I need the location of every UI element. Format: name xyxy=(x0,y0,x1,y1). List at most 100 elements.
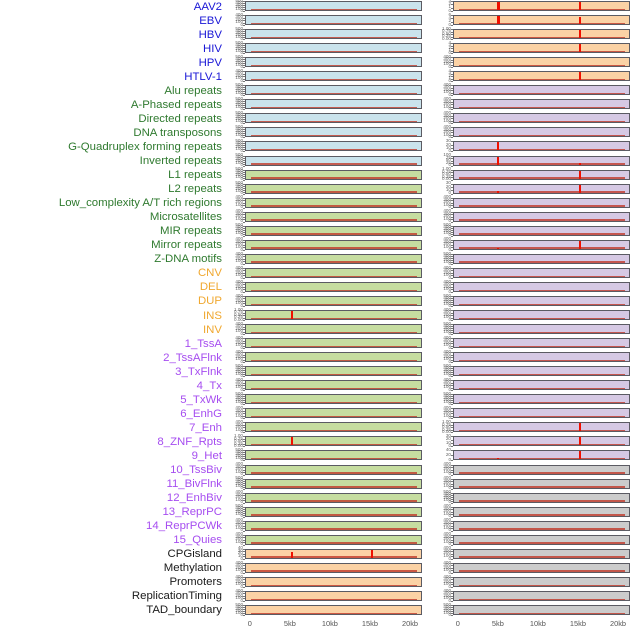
y-tick-label: 300 xyxy=(235,366,243,372)
y-tick-label: 100 xyxy=(235,483,243,489)
baseline xyxy=(250,247,418,249)
baseline xyxy=(458,317,626,320)
y-tick-label: 20 xyxy=(445,141,451,147)
y-tick-mark xyxy=(451,216,453,218)
y-tick-mark xyxy=(243,482,245,484)
y-axis-ticks: 0 100 200 300 400 xyxy=(432,532,453,548)
y-tick-mark xyxy=(451,415,453,417)
y-tick-label: 1 xyxy=(448,75,451,81)
baseline xyxy=(250,401,418,404)
y-tick-label: 300 xyxy=(443,267,451,273)
y-tick-label: 0 xyxy=(240,583,243,589)
y-axis-ticks: 0 10 20 30 40 xyxy=(224,546,245,562)
y-axis-ticks: 0 25 50 75 100 xyxy=(432,153,453,169)
y-tick-label: 10 xyxy=(445,186,451,192)
y-tick-mark xyxy=(243,320,245,322)
y-tick-label: 300 xyxy=(235,590,243,596)
y-axis-ticks: 0 100 200 300 400 xyxy=(432,560,453,576)
y-tick-mark xyxy=(243,147,245,149)
y-tick-mark xyxy=(451,402,453,404)
y-tick-mark xyxy=(243,39,245,41)
plot-area xyxy=(453,478,630,489)
y-tick-mark xyxy=(451,584,453,586)
y-tick-label: 0.75 xyxy=(234,309,243,315)
plot-area xyxy=(453,352,630,363)
plot-area xyxy=(453,43,630,54)
y-tick-label: 300 xyxy=(443,324,451,330)
y-tick-mark xyxy=(451,614,453,616)
y-tick-label: 200 xyxy=(443,298,451,304)
y-tick-label: 200 xyxy=(235,3,243,9)
y-tick-label: 200 xyxy=(443,269,451,275)
y-tick-label: 100 xyxy=(443,412,451,418)
y-tick-label: 30 xyxy=(445,138,451,144)
plot-area xyxy=(245,183,422,194)
y-tick-label: 0.00 xyxy=(234,316,243,322)
y-tick-mark xyxy=(243,514,245,516)
y-tick-label: 1 xyxy=(448,4,451,10)
y-tick-label: 400 xyxy=(443,264,451,270)
y-tick-mark xyxy=(451,286,453,288)
baseline xyxy=(250,415,418,418)
y-tick-mark xyxy=(451,467,453,468)
baseline xyxy=(250,514,418,516)
y-tick-mark xyxy=(451,267,453,269)
y-tick-label: 0 xyxy=(448,401,451,406)
y-tick-mark xyxy=(451,281,453,283)
y-tick-label: 200 xyxy=(443,522,451,528)
track-left-microsatellites: 0 100 200 300 400 xyxy=(224,209,422,225)
y-tick-label: 100 xyxy=(235,230,243,236)
y-axis-ticks: 0 100 200 300 400 xyxy=(432,335,453,351)
track-left-10-tssbiv: 0 100 200 300 400 xyxy=(224,462,422,478)
y-axis-ticks: 0 100 200 300 400 xyxy=(224,588,245,604)
y-tick-label: 100 xyxy=(235,132,243,138)
y-tick-label: 3 xyxy=(448,70,451,76)
y-tick-mark xyxy=(451,492,453,494)
y-tick-label: 100 xyxy=(235,524,243,530)
y-tick-mark xyxy=(243,219,245,221)
baseline xyxy=(250,233,418,235)
plot-area xyxy=(245,394,422,405)
y-tick-label: 0 xyxy=(240,457,243,463)
plot-area xyxy=(453,548,630,559)
y-tick-label: 300 xyxy=(443,56,451,62)
y-tick-mark xyxy=(243,530,245,532)
y-tick-label: 300 xyxy=(443,576,451,582)
y-tick-label: 100 xyxy=(235,118,243,124)
track-right-g-quadruplex-forming-repeats: 0 10 20 30 xyxy=(432,138,630,154)
y-tick-mark xyxy=(451,289,453,291)
y-tick-label: 100 xyxy=(443,595,451,601)
y-tick-mark xyxy=(451,374,453,376)
y-tick-mark xyxy=(243,359,245,361)
y-tick-mark xyxy=(243,191,245,193)
track-right-14-reprpcwk: 0 100 200 300 400 xyxy=(432,518,630,534)
y-axis-ticks: 0 100 200 300 400 500 xyxy=(224,110,245,126)
y-tick-mark xyxy=(451,565,453,567)
y-tick-label: 100 xyxy=(443,538,451,544)
y-tick-label: 0 xyxy=(448,63,451,69)
y-axis-ticks: 0 100 200 300 400 500 xyxy=(224,26,245,42)
y-tick-mark xyxy=(451,581,453,583)
y-tick-label: 0 xyxy=(448,92,451,97)
y-tick-mark xyxy=(451,345,453,347)
track-right-hbv: 0.00 0.25 0.50 0.75 1.00 xyxy=(432,26,630,42)
y-tick-mark xyxy=(243,478,245,480)
y-tick-mark xyxy=(451,478,453,480)
y-axis-ticks: 0 100 200 300 400 xyxy=(432,237,453,253)
track-right-mir-repeats: 0 100 200 300 400 500 xyxy=(432,223,630,239)
y-axis-ticks: 0 100 200 300 400 xyxy=(224,462,245,478)
y-tick-label: 300 xyxy=(443,547,451,553)
y-tick-mark xyxy=(451,598,453,600)
y-tick-mark xyxy=(451,567,453,569)
y-tick-label: 0 xyxy=(240,134,243,140)
baseline xyxy=(458,78,626,81)
y-axis-ticks: 0 100 200 300 400 500 xyxy=(432,391,453,407)
y-tick-label: 100 xyxy=(443,524,451,530)
y-tick-mark xyxy=(451,366,453,368)
plot-area xyxy=(245,239,422,250)
baseline xyxy=(458,486,626,488)
y-tick-label: 100 xyxy=(443,117,451,123)
data-spike xyxy=(578,170,581,179)
y-tick-mark xyxy=(451,179,453,181)
